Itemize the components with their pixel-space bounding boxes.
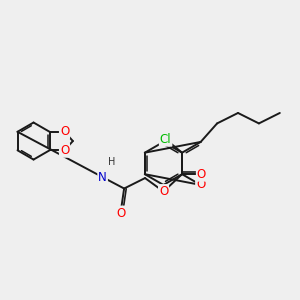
Text: O: O [60,125,69,138]
Text: O: O [116,206,125,220]
Text: N: N [98,171,107,184]
Text: O: O [159,185,168,198]
Text: H: H [109,157,116,167]
Text: O: O [60,144,69,157]
Text: O: O [197,168,206,181]
Text: O: O [196,178,205,191]
Text: Cl: Cl [160,133,171,146]
